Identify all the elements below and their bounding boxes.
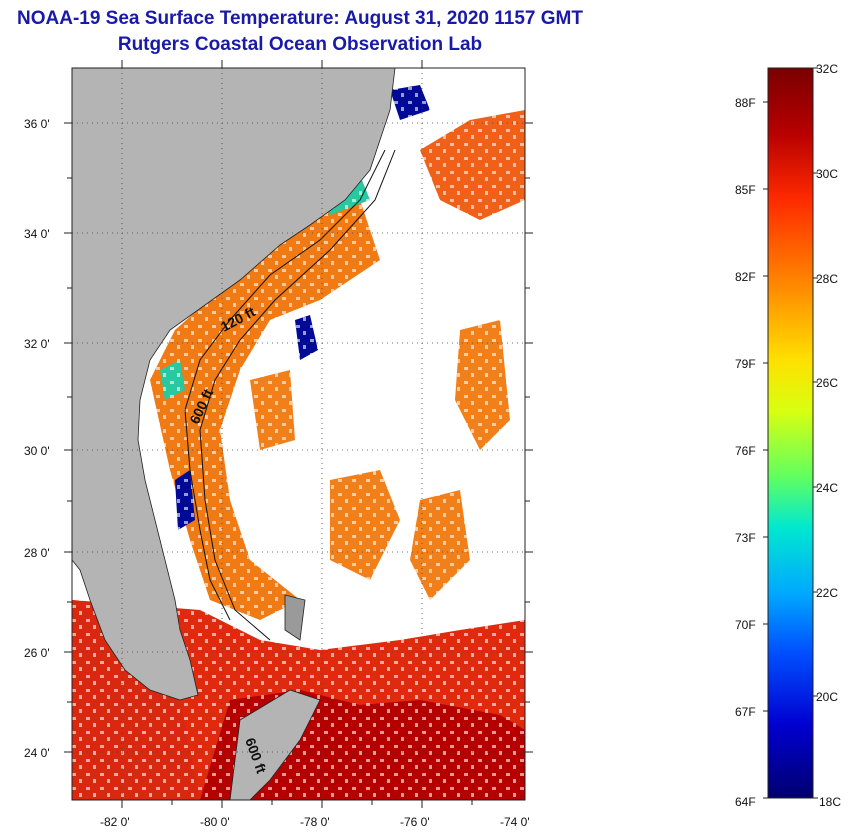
isobath-120ft bbox=[184, 149, 386, 621]
cb-c-20: 20C bbox=[816, 690, 838, 704]
cb-f-70: 70F bbox=[735, 618, 756, 632]
cb-f-73: 73F bbox=[735, 531, 756, 545]
map-subtitle: Rutgers Coastal Ocean Observation Lab bbox=[117, 34, 483, 55]
lon-label-76: -76 0' bbox=[400, 815, 430, 829]
colorbar-gradient bbox=[767, 67, 814, 799]
cb-f-79: 79F bbox=[735, 357, 756, 371]
cb-f-67: 67F bbox=[735, 705, 756, 719]
lat-label-30: 30 0' bbox=[24, 444, 50, 458]
lat-label-24: 24 0' bbox=[24, 746, 50, 760]
cb-c-26: 26C bbox=[816, 376, 838, 390]
map-ticks bbox=[64, 60, 533, 808]
cb-f-64: 64F bbox=[735, 795, 756, 809]
isobath-600ft bbox=[199, 149, 396, 641]
cb-c-18: 18C bbox=[819, 795, 841, 809]
map-frame bbox=[71, 67, 526, 801]
colorbar-ticks bbox=[763, 67, 818, 799]
cb-c-32: 32C bbox=[816, 62, 838, 76]
lon-label-74: -74 0' bbox=[500, 815, 530, 829]
cb-c-24: 24C bbox=[816, 481, 838, 495]
lat-label-32: 32 0' bbox=[24, 337, 50, 351]
cb-c-22: 22C bbox=[816, 586, 838, 600]
lon-label-78: -78 0' bbox=[300, 815, 330, 829]
lon-label-80: -80 0' bbox=[200, 815, 230, 829]
lat-label-34: 34 0' bbox=[24, 227, 50, 241]
map-title: NOAA-19 Sea Surface Temperature: August … bbox=[17, 8, 583, 29]
cb-f-85: 85F bbox=[735, 183, 756, 197]
land-cuba bbox=[229, 689, 321, 800]
cb-f-76: 76F bbox=[735, 444, 756, 458]
cb-f-88: 88F bbox=[735, 96, 756, 110]
cb-f-82: 82F bbox=[735, 270, 756, 284]
map-grid bbox=[72, 68, 525, 800]
temperature-colorbar: 32C 30C 28C 26C 24C 22C 20C 18C 88F 85F … bbox=[735, 62, 841, 809]
land-mainland bbox=[72, 68, 396, 701]
lat-label-26: 26 0' bbox=[24, 646, 50, 660]
lat-label-28: 28 0' bbox=[24, 546, 50, 560]
lat-label-36: 36 0' bbox=[24, 117, 50, 131]
cb-c-28: 28C bbox=[816, 272, 838, 286]
lon-label-82: -82 0' bbox=[100, 815, 130, 829]
cb-c-30: 30C bbox=[816, 167, 838, 181]
land-bahamas bbox=[284, 594, 306, 641]
sst-map: 120 ft 600 ft 600 ft 36 0' 34 0' 32 0' 3… bbox=[24, 60, 533, 829]
